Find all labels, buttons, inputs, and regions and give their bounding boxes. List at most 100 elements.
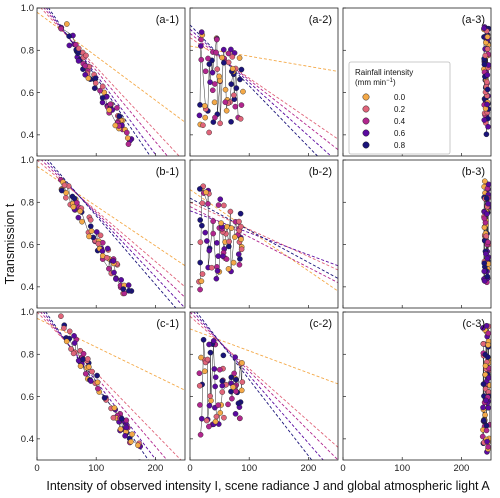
data-point — [128, 438, 134, 445]
data-point — [214, 66, 221, 72]
panel-frame — [342, 159, 492, 309]
data-point — [116, 113, 123, 119]
data-point — [221, 59, 227, 66]
data-point — [95, 240, 102, 247]
data-point — [110, 258, 117, 264]
data-point — [198, 43, 204, 49]
data-point — [233, 85, 240, 91]
data-point — [196, 112, 203, 119]
data-point — [79, 218, 85, 225]
data-point — [485, 181, 491, 188]
data-point — [104, 245, 111, 252]
data-point — [112, 122, 119, 129]
data-point — [227, 208, 234, 215]
data-point — [481, 61, 488, 68]
data-point — [229, 54, 236, 60]
data-point — [483, 131, 490, 138]
data-point — [101, 395, 108, 401]
data-point — [484, 255, 491, 262]
legend-frame — [348, 61, 451, 155]
data-point — [207, 79, 213, 85]
data-point — [209, 69, 216, 76]
data-point — [97, 87, 103, 94]
panel-background — [343, 160, 491, 308]
panel-label: (b-3) — [462, 166, 485, 178]
x-tick-label: 200 — [300, 463, 316, 474]
data-point — [99, 95, 106, 101]
data-point — [237, 415, 243, 422]
data-point — [217, 410, 224, 416]
data-point — [484, 354, 491, 360]
data-point — [80, 350, 87, 357]
data-point — [210, 338, 217, 344]
x-tick-label: 100 — [241, 463, 257, 474]
data-point — [71, 195, 78, 202]
data-point — [129, 431, 135, 438]
data-point — [481, 117, 488, 123]
data-point — [223, 256, 230, 262]
data-point — [126, 287, 132, 294]
data-point — [238, 223, 244, 230]
data-point — [228, 81, 235, 87]
data-point — [236, 218, 242, 225]
data-point — [237, 76, 243, 83]
data-point — [232, 354, 238, 360]
data-point — [485, 404, 491, 411]
data-point — [80, 356, 86, 363]
data-point — [213, 36, 220, 43]
data-point — [215, 402, 222, 408]
x-tick-label: 100 — [394, 463, 410, 474]
data-point — [197, 102, 203, 108]
data-point — [216, 73, 222, 80]
data-point — [63, 194, 69, 201]
data-point — [485, 200, 491, 207]
data-point — [235, 400, 242, 407]
data-point — [75, 214, 82, 221]
data-point — [228, 225, 235, 231]
data-point — [212, 383, 218, 390]
data-point — [211, 99, 218, 106]
data-point — [220, 352, 227, 359]
fit-line-0.6 — [42, 312, 157, 460]
data-point — [480, 404, 486, 411]
data-point — [221, 414, 227, 421]
data-point — [483, 322, 490, 329]
data-point — [66, 33, 72, 39]
data-point — [214, 240, 220, 246]
data-point — [480, 381, 487, 387]
data-point — [124, 135, 131, 141]
panel-label: (a-1) — [156, 14, 179, 26]
data-point — [117, 426, 124, 432]
data-point — [228, 119, 234, 125]
data-point — [235, 251, 242, 258]
legend-marker-0.4 — [362, 117, 370, 125]
data-point — [82, 370, 89, 377]
data-point — [61, 325, 67, 331]
data-point — [207, 393, 213, 399]
data-point — [225, 50, 232, 57]
data-point — [113, 276, 119, 282]
data-point — [201, 368, 208, 375]
legend-marker-0.6 — [362, 129, 370, 137]
data-point — [210, 230, 217, 237]
data-point — [219, 54, 225, 61]
data-point — [212, 374, 219, 381]
data-point — [237, 116, 244, 122]
data-point — [212, 418, 219, 425]
panel-label: (a-2) — [309, 14, 332, 26]
data-point — [210, 218, 216, 225]
legend-marker-0.8 — [362, 141, 370, 149]
data-point — [107, 101, 114, 108]
data-point — [221, 202, 227, 209]
data-point — [219, 389, 226, 395]
data-point — [226, 238, 232, 245]
panel-b-3: (b-3) — [342, 159, 492, 309]
panel-label: (b-2) — [309, 166, 332, 178]
data-point — [197, 431, 204, 438]
panel-frame — [36, 7, 186, 157]
legend-title-units: (mm min−1) — [355, 78, 396, 87]
data-point — [238, 236, 244, 243]
data-point — [206, 341, 212, 348]
data-point — [206, 402, 213, 409]
legend-title: Rainfall intensity — [355, 68, 413, 77]
